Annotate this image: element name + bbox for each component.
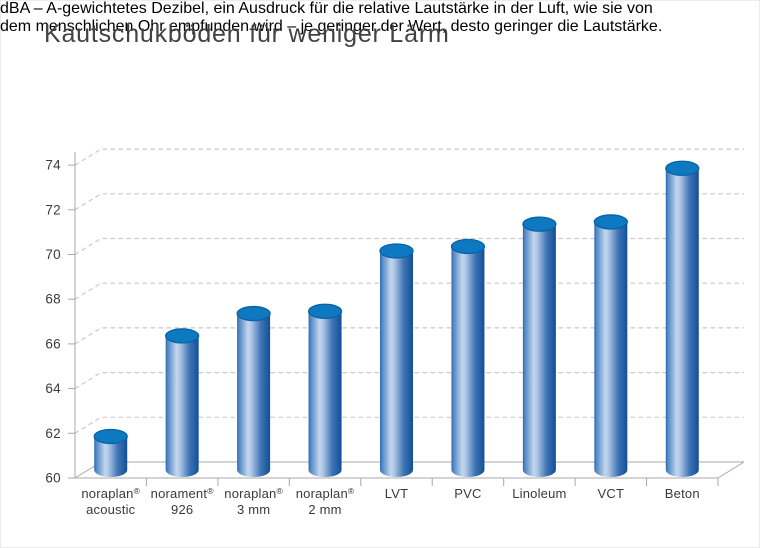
y-tick-label: 62 <box>45 426 61 441</box>
y-tick-label: 66 <box>45 336 61 351</box>
gridline <box>74 193 744 211</box>
bar-cylinder-top <box>522 216 557 232</box>
bar-cylinder-top <box>236 305 271 322</box>
category-label: LVT <box>385 486 408 501</box>
subtitle-line-2: dem menschlichen Ohr empfunden wird – je… <box>0 18 663 35</box>
bar-cylinder-body <box>308 311 342 478</box>
bar-cylinder-top <box>307 303 343 319</box>
category-label: PVC <box>454 486 481 501</box>
bar-cylinder-body <box>165 335 199 478</box>
subtitle-line-1: dBA – A-gewichtetes Dezibel, ein Ausdruc… <box>0 0 653 17</box>
y-tick-label: 68 <box>45 292 61 307</box>
bar-cylinder-top <box>665 160 700 176</box>
category-label: VCT <box>598 486 625 501</box>
category-label: noraplan® <box>81 486 140 501</box>
category-label: norament® <box>151 486 215 501</box>
bar-cylinder-top <box>165 328 200 344</box>
bar-cylinder-body <box>522 224 556 478</box>
y-tick-label: 64 <box>45 381 61 396</box>
category-label: acoustic <box>86 502 136 517</box>
bar-cylinder-top <box>93 428 128 445</box>
y-tick-label: 72 <box>45 202 61 217</box>
gridline <box>74 148 744 166</box>
bar-cylinder-top <box>593 214 628 230</box>
category-label: 926 <box>171 502 193 517</box>
bar-cylinder-top <box>450 238 486 255</box>
y-tick-label: 74 <box>45 158 61 173</box>
category-label: noraplan® <box>296 486 355 501</box>
category-label: Linoleum <box>512 486 566 501</box>
y-tick-label: 70 <box>45 247 61 262</box>
category-label: 3 mm <box>237 502 270 517</box>
bar-cylinder-body <box>380 250 413 478</box>
category-label: noraplan® <box>224 486 283 501</box>
category-label: 2 mm <box>308 502 341 517</box>
bar-cylinder-top <box>379 243 414 259</box>
bar-cylinder-body <box>237 313 271 478</box>
bar-cylinder-body <box>594 221 628 478</box>
category-label: Beton <box>665 486 700 501</box>
bar-cylinder-body <box>665 168 699 478</box>
y-tick-label: 60 <box>45 471 61 486</box>
floor-right-edge <box>717 461 745 479</box>
bar-cylinder-body <box>451 246 485 478</box>
page-title: Kautschukböden für weniger Lärm <box>44 20 450 48</box>
bar-cylinder-body <box>94 436 128 478</box>
